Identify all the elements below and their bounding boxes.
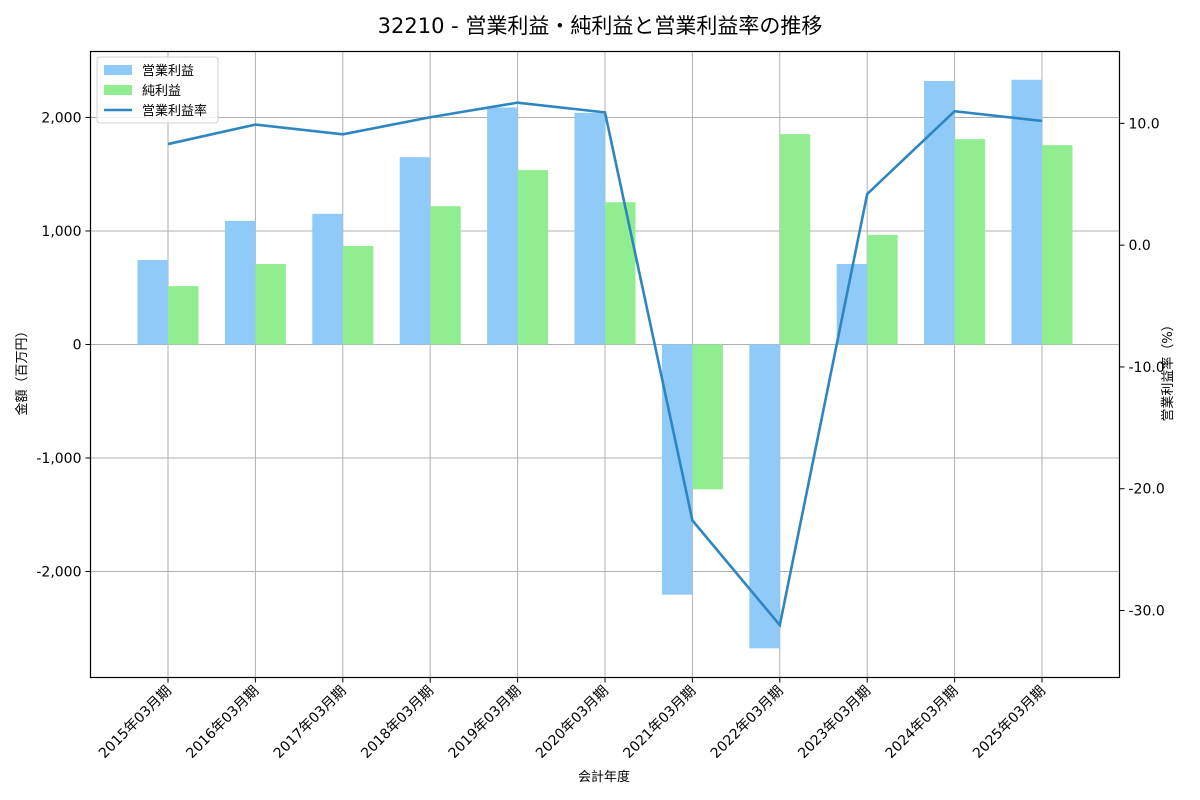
legend-label: 営業利益 [142,63,194,79]
legend-swatch [104,65,132,75]
net-profit-bar [255,263,286,345]
operating-profit-bar [487,107,518,345]
x-tick-label: 2015年03月期 [96,683,175,762]
left-y-tick-label: 1,000 [41,224,81,240]
right-y-tick-label: 10.0 [1129,116,1160,132]
right-y-axis-label: 営業利益率（%） [1160,318,1176,421]
x-tick-label: 2019年03月期 [446,683,525,762]
x-tick-label: 2021年03月期 [620,683,699,762]
net-profit-bar [954,139,986,345]
left-y-tick-label: -2,000 [36,564,81,580]
right-y-tick-label: -30.0 [1129,604,1165,620]
left-y-axis: 2,000 1,000 0 -1,000 -2,000 [36,110,91,580]
left-y-axis-label: 金額（百万円） [14,324,30,415]
left-y-tick-label: 0 [73,337,82,353]
operating-profit-bar [924,81,955,345]
operating-profit-bar [661,344,693,595]
net-profit-bar [168,286,199,345]
operating-profit-bar [574,112,605,345]
right-y-tick-label: -20.0 [1129,482,1165,498]
right-y-tick-label: 0.0 [1129,238,1151,254]
x-axis: 2015年03月期 2016年03月期 2017年03月期 2018年03月期 2019… [96,677,1049,762]
legend-label: 営業利益率 [142,103,207,119]
legend-swatch [104,85,132,95]
left-y-tick-label: -1,000 [36,451,81,467]
x-tick-label: 2024年03月期 [883,683,962,762]
x-tick-label: 2023年03月期 [795,683,874,762]
x-tick-label: 2020年03月期 [533,683,612,762]
line-series [167,101,1043,629]
x-axis-label: 会計年度 [578,769,630,785]
bar-series [137,79,1073,649]
x-tick-label: 2022年03月期 [708,683,787,762]
net-profit-bar [779,134,811,345]
net-profit-bar [867,234,898,345]
x-tick-label: 2017年03月期 [271,683,350,762]
operating-profit-bar [1011,79,1042,345]
net-profit-bar [430,206,461,345]
operating-profit-bar [399,157,431,345]
x-tick-label: 2016年03月期 [183,683,262,762]
operating-profit-bar [137,260,168,345]
net-profit-bar [517,170,549,345]
legend-label: 純利益 [142,84,181,99]
net-profit-bar [1042,145,1073,345]
operating-profit-bar [749,344,780,649]
x-tick-label: 2025年03月期 [970,683,1049,762]
chart-title: 32210 - 営業利益・純利益と営業利益率の推移 [377,14,823,38]
right-y-axis: 10.0 0.0 -10.0 -20.0 -30.0 [1119,116,1165,620]
operating-profit-bar [224,220,256,345]
net-profit-bar [692,344,723,490]
net-profit-bar [342,245,374,345]
operating-profit-bar [312,213,343,345]
operating-margin-line [167,101,1043,629]
left-y-tick-label: 2,000 [41,110,81,126]
net-profit-bar [605,202,636,345]
x-tick-label: 2018年03月期 [358,683,437,762]
operating-profit-bar [836,263,868,345]
right-y-tick-label: -10.0 [1129,360,1165,376]
